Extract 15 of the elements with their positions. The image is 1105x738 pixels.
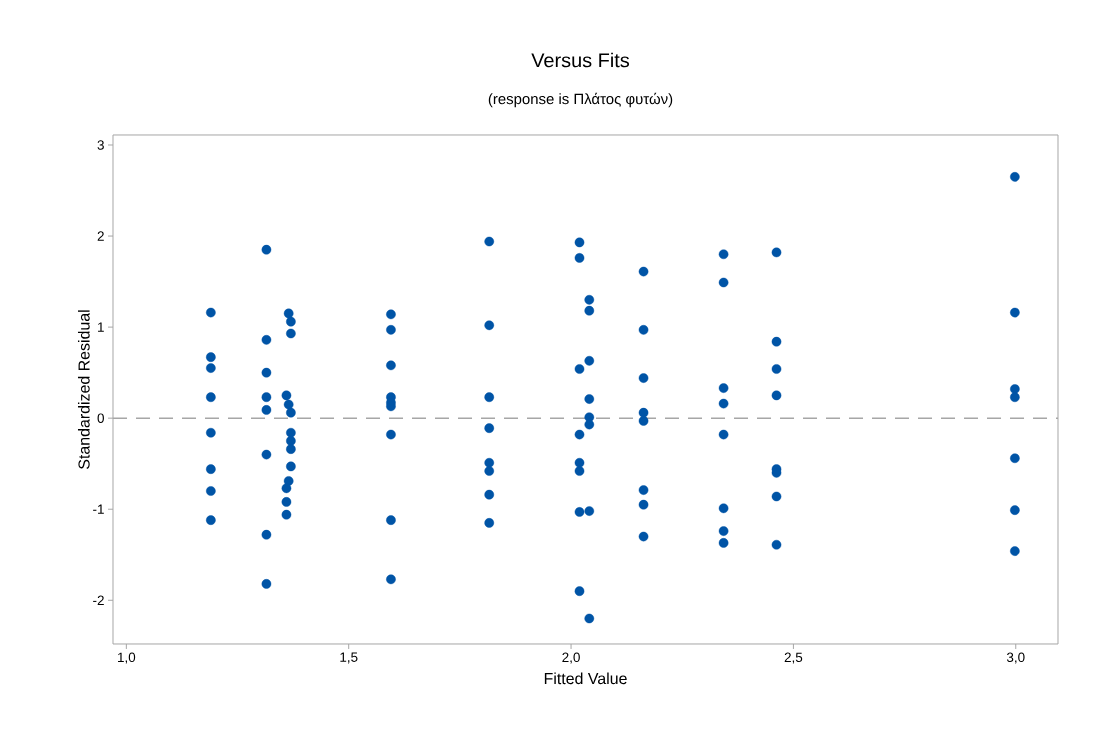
- x-tick-label: 1,0: [118, 652, 136, 664]
- y-tick-label: -1: [93, 504, 104, 514]
- y-tick-label: 3: [97, 140, 104, 150]
- y-axis-title: Standardized Residual: [77, 310, 90, 469]
- x-tick-label: 2,5: [784, 652, 803, 664]
- x-axis-title: Fitted Value: [544, 672, 627, 685]
- x-tick-label: 3,0: [1006, 652, 1025, 664]
- chart-subtitle: (response is Πλάτος φυτών): [488, 92, 673, 108]
- chart-title: Versus Fits: [531, 52, 630, 68]
- y-tick-label: 1: [98, 322, 104, 332]
- y-tick-label: 0: [97, 413, 104, 423]
- y-tick-label: -2: [93, 595, 104, 605]
- y-tick-label: 2: [97, 231, 104, 241]
- x-tick-label: 2,0: [562, 652, 580, 664]
- x-tick-label: 1,5: [340, 652, 358, 664]
